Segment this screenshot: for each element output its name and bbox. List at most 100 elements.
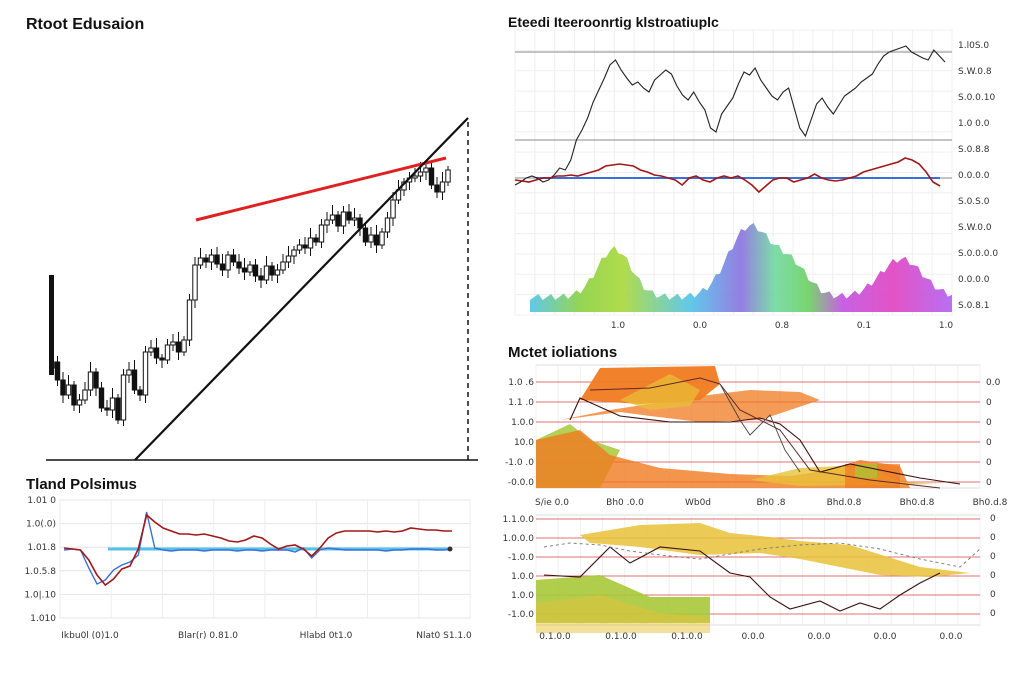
x-tick-label: 0.0.0: [874, 632, 897, 642]
y-tick-label: S.0.0.10: [958, 93, 995, 103]
candle-body: [192, 264, 198, 301]
candle-body: [285, 255, 292, 263]
candle-body: [131, 369, 138, 391]
end-marker: [447, 546, 453, 552]
y-tick-label: 1.l0S.0: [958, 41, 989, 51]
candle-body: [313, 237, 319, 243]
x-tick-label: Bh0.d.8: [900, 498, 935, 508]
x-axis-ticks: S/ie 0.0 Bh0 .0.0 Wb0d Bh0 .8 Bhd.0.8 Bh0.d.8…: [535, 498, 1008, 508]
candle-body: [159, 357, 165, 361]
overlay-lines: [543, 542, 981, 612]
y-tick-label: 1.0.0.0: [503, 534, 535, 544]
candle-body: [362, 227, 369, 243]
y-tick-label: 1.0(.0): [26, 520, 56, 530]
mid-right-chart-title: Mctet ioliations: [508, 344, 618, 361]
candle-body: [280, 261, 286, 271]
indicator-series: [514, 157, 941, 194]
candle-body: [329, 214, 336, 221]
right-tick-label: 0: [986, 478, 992, 488]
candle-body: [384, 217, 391, 233]
candle-body: [340, 211, 347, 227]
x-tick-label: Bhd.0.8: [827, 498, 862, 508]
series-lines: [63, 511, 453, 587]
candle-body: [186, 299, 193, 341]
y-axis-ticks: 1.01 0 1.0(.0) 1.01.8 1.0.5.8 1.0|.10 1.010: [24, 496, 56, 624]
top-right-chart-title: Eteedi Iteeroonrtig klstroatiuplc: [508, 14, 719, 30]
top-right-composite-chart: 1.l0S.0 S.W.0.8 S.0.0.10 1.0 0.0 S.0.8.8 0.0.…: [514, 29, 998, 331]
y-tick-label: 1.1 .0: [508, 398, 534, 408]
y-tick-label: 1.0 0.0: [958, 119, 990, 129]
overlay-line: [719, 383, 801, 473]
y-axis-ticks: 1.l0S.0 S.W.0.8 S.0.0.10 1.0 0.0 S.0.8.8 0.0.…: [958, 41, 998, 311]
candle-body: [368, 234, 374, 243]
y-tick-label: 1.010: [30, 614, 56, 624]
candle-body: [252, 264, 259, 277]
candle-body: [197, 257, 204, 266]
candle-body: [263, 265, 270, 281]
overlay-line: [589, 377, 941, 489]
candle-body: [291, 249, 297, 257]
main-chart-title: Rtoot Edusaion: [26, 16, 145, 33]
x-tick-label: 0.8: [775, 321, 790, 331]
overlay-lines: [569, 377, 961, 489]
x-tick-label: 1.0: [939, 321, 954, 331]
candle-body: [203, 257, 209, 263]
overlay-line: [569, 397, 961, 485]
right-tick-label: 0: [990, 552, 996, 562]
candle-body: [258, 275, 264, 281]
y-tick-label: S.0.8.8: [958, 145, 990, 155]
y-tick-label: 0.0.0.0: [958, 171, 990, 181]
candle-body: [60, 379, 66, 396]
candle-body: [428, 167, 435, 186]
candle-body: [335, 214, 341, 227]
right-tick-label: 0: [990, 590, 996, 600]
areas: [536, 523, 970, 633]
x-tick-label: 0.0.0: [742, 632, 765, 642]
y-tick-label: -0.0.0: [508, 478, 534, 488]
candle-body: [49, 275, 54, 375]
candle-body: [219, 263, 226, 271]
y-tick-label: S.W.0.8: [958, 67, 992, 77]
candle-body: [214, 254, 220, 265]
candle-body: [76, 399, 83, 406]
candle-body: [65, 384, 72, 396]
x-tick-label: Bh0 .0.0: [606, 498, 644, 508]
candle-body: [296, 244, 303, 251]
spectrum-area: [530, 223, 952, 312]
y-tick-label: 1.0.0: [511, 418, 534, 428]
mid-left-line-chart: 1.01 0 1.0(.0) 1.01.8 1.0.5.8 1.0|.10 1.010 I…: [24, 496, 472, 641]
y-tick-label: 0.0.0.0: [958, 275, 990, 285]
candle-body: [445, 169, 451, 183]
area-yellow-top: [620, 374, 700, 410]
right-tick-label: 0: [986, 398, 992, 408]
y-tick-label: -1.0.0: [508, 610, 534, 620]
main-candlestick-chart: [46, 117, 478, 461]
mid-left-chart-title: Tland Polsimus: [26, 476, 137, 493]
area-yellow: [580, 523, 970, 577]
y-tick-label: 10.0: [514, 438, 534, 448]
candle-body: [247, 264, 253, 273]
candle-body: [274, 269, 281, 276]
candle-body: [126, 369, 132, 376]
x-tick-label: S/ie 0.0: [535, 498, 569, 508]
y-tick-label: -1.0 .0: [505, 458, 534, 468]
candle-body: [302, 244, 308, 249]
x-tick-label: Wb0d: [685, 498, 711, 508]
series-blue: [63, 511, 453, 585]
trend-line-black: [134, 117, 469, 461]
area-yellow-bottom: [536, 595, 710, 633]
y-tick-label: -1.0.0: [508, 553, 534, 563]
right-tick-label: 0: [986, 418, 992, 428]
candle-body: [423, 167, 429, 173]
x-tick-label: Blar(r) 0.81.0: [178, 631, 238, 641]
x-tick-label: Hlabd 0t1.0: [300, 631, 353, 641]
y-tick-label: 1.0.0: [511, 591, 534, 601]
candle-body: [82, 389, 88, 401]
candle-body: [236, 261, 242, 269]
y-tick-label: 1.0|.10: [24, 590, 56, 600]
candle-body: [269, 265, 275, 276]
candle-body: [225, 254, 231, 271]
candle-body: [54, 361, 61, 381]
mid-right-area-chart: 1.0 .6 1.1 .0 1.0.0 10.0 -1.0 .0 -0.0.0 0.0 0 0 0…: [505, 364, 1008, 508]
candle-body: [98, 387, 105, 409]
